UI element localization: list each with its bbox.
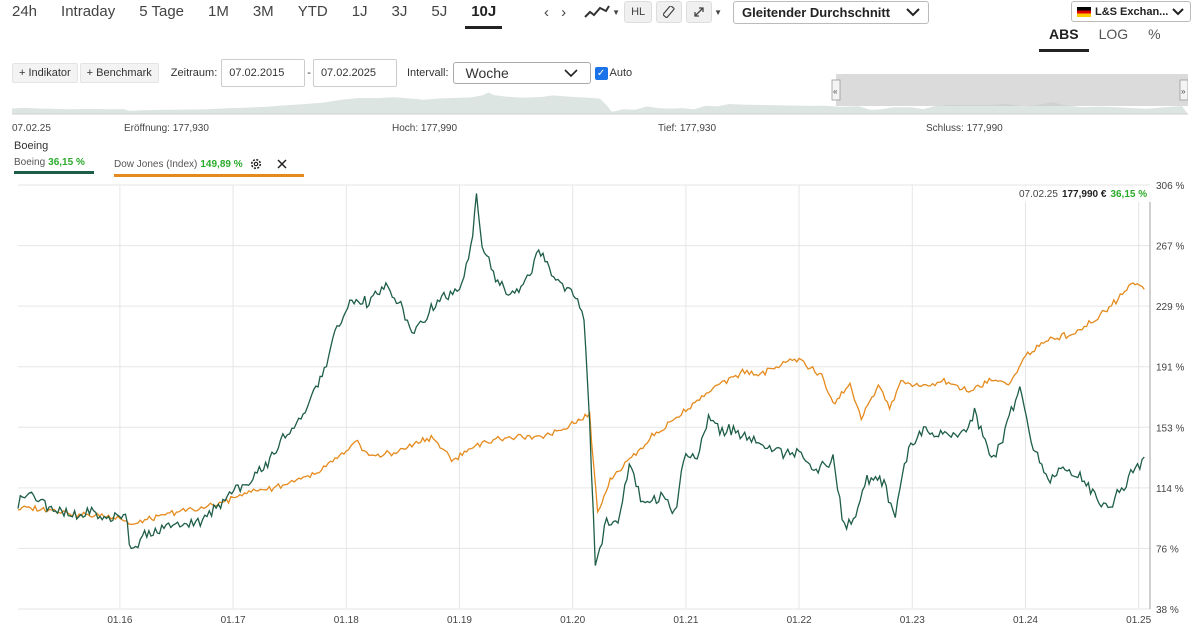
x-tick-label: 01.22 xyxy=(787,615,812,626)
germany-flag-icon xyxy=(1077,6,1091,17)
range-tab[interactable]: 5 Tage xyxy=(139,3,184,20)
navigator-window xyxy=(836,74,1188,106)
close-icon[interactable] xyxy=(276,158,288,170)
range-tab[interactable]: 10J xyxy=(459,1,508,29)
range-tab[interactable]: 3J xyxy=(391,3,408,20)
price-tag: 07.02.25 177,990 € 36,15 % xyxy=(1014,186,1154,202)
y-axis-labels: 38 % 76 % 114 % 153 % 191 % 229 % 267 % 306 % xyxy=(1156,181,1184,616)
range-tab[interactable]: 5J xyxy=(431,3,448,20)
interval-value: Woche xyxy=(465,65,509,81)
scale-tab[interactable]: % xyxy=(1148,26,1161,42)
x-tick-label: 01.23 xyxy=(900,615,925,626)
y-tick-label: 76 % xyxy=(1156,544,1179,555)
chevron-down-icon xyxy=(906,8,920,17)
y-grid xyxy=(18,184,1150,610)
ohlc-high: Hoch: 177,990 xyxy=(392,123,458,134)
price-tag-value: 177,990 € xyxy=(1061,188,1107,200)
ohlc-open: Eröffnung: 177,930 xyxy=(124,123,209,134)
line-type-icon[interactable] xyxy=(584,1,611,23)
series-line-dow-jones xyxy=(17,282,1145,525)
y-tick-label: 267 % xyxy=(1156,242,1184,253)
series-lines xyxy=(17,193,1145,566)
navigator-area xyxy=(12,92,1188,114)
auto-checkbox[interactable]: ✓ xyxy=(594,66,608,80)
exchange-select[interactable]: L&S Exchan... xyxy=(1071,1,1191,22)
moving-average-select[interactable]: Gleitender Durchschnitt xyxy=(733,1,929,24)
x-tick-label: 01.19 xyxy=(447,615,472,626)
add-indicator-button[interactable]: + Indikator xyxy=(12,63,78,83)
auto-label: Auto xyxy=(609,67,633,79)
y-tick-label: 191 % xyxy=(1156,363,1184,374)
y-tick-label: 114 % xyxy=(1156,484,1184,495)
controls-row: + Indikator + Benchmark Zeitraum: 07.02.… xyxy=(12,58,632,88)
x-tick-label: 01.25 xyxy=(1126,615,1151,626)
x-tick-label: 01.20 xyxy=(560,615,585,626)
interval-label: Intervall: xyxy=(406,67,449,79)
price-tag-date: 07.02.25 xyxy=(1019,188,1058,200)
interval-select[interactable]: Woche xyxy=(452,62,591,84)
add-benchmark-button[interactable]: + Benchmark xyxy=(79,63,159,83)
range-tab[interactable]: 1M xyxy=(208,3,229,20)
navigator-right-handle xyxy=(1179,79,1188,101)
legend-boeing-name: Boeing xyxy=(14,157,46,168)
chart-tools: ‹ › ▼ HL ▼ xyxy=(534,0,722,24)
navigator-left-handle xyxy=(831,79,841,101)
chevron-down-icon[interactable]: ▼ xyxy=(612,7,621,17)
gear-icon[interactable] xyxy=(249,157,263,171)
y-tick-label: 153 % xyxy=(1156,423,1184,434)
price-chart[interactable]: 01.16 01.17 01.18 01.19 01.20 01.21 01.22 01.23… xyxy=(0,178,1195,627)
x-tick-label: 01.17 xyxy=(221,615,246,626)
range-tab[interactable]: 24h xyxy=(12,3,38,20)
scale-tabs: ABS LOG% xyxy=(1039,22,1171,52)
legend-dow-pct: 149,89 % xyxy=(200,158,243,170)
price-tag-pct: 36,15 % xyxy=(1110,188,1148,200)
moving-average-label: Gleitender Durchschnitt xyxy=(742,5,891,20)
range-tab[interactable]: 3M xyxy=(252,3,274,20)
x-tick-label: 01.16 xyxy=(107,615,132,626)
range-tab[interactable]: Intraday xyxy=(61,3,116,20)
legend-dow[interactable]: Dow Jones (Index) 149,89 % xyxy=(114,157,304,177)
navigator-left-arrow: « xyxy=(833,87,838,96)
x-axis-labels: 01.16 01.17 01.18 01.19 01.20 01.21 01.22 01.23… xyxy=(107,615,1151,626)
ohlc-close: Schluss: 177,990 xyxy=(926,123,1003,134)
exchange-label: L&S Exchan... xyxy=(1095,5,1169,18)
expand-icon[interactable] xyxy=(686,1,713,23)
legend-dow-name: Dow Jones (Index) xyxy=(114,158,198,170)
range-tabs: 24h Intraday 5 Tage 1M 3M YTD 1J 3J 5J 10J xyxy=(0,0,508,29)
ohlc-bar: 07.02.25 Eröffnung: 177,930 Hoch: 177,99… xyxy=(12,123,1192,137)
x-tick-label: 01.24 xyxy=(1013,615,1038,626)
range-tab[interactable]: 1J xyxy=(351,3,368,20)
legend-title: Boeing xyxy=(14,140,49,152)
y-tick-label: 229 % xyxy=(1156,302,1184,313)
date-from-input[interactable]: 07.02.2015 xyxy=(221,59,306,87)
ohlc-low: Tief: 177,930 xyxy=(658,123,717,134)
x-grid xyxy=(119,185,1140,609)
scale-tab[interactable]: LOG xyxy=(1098,26,1129,42)
ruler-icon[interactable] xyxy=(656,1,683,23)
period-label: Zeitraum: xyxy=(170,67,218,79)
x-tick-label: 01.21 xyxy=(673,615,698,626)
navigator-right-arrow: » xyxy=(1181,87,1186,96)
y-tick-label: 306 % xyxy=(1156,181,1184,192)
x-tick-label: 01.18 xyxy=(334,615,359,626)
legend-boeing[interactable]: Boeing 36,15 % xyxy=(14,157,94,174)
range-navigator[interactable]: « » xyxy=(12,74,1188,116)
chevron-down-icon xyxy=(1172,7,1185,15)
hl-button[interactable]: HL xyxy=(624,1,653,23)
date-to-input[interactable]: 07.02.2025 xyxy=(312,59,397,87)
scale-tab[interactable]: ABS xyxy=(1039,22,1089,52)
range-tab[interactable]: YTD xyxy=(297,3,328,20)
range-nav-arrows[interactable]: ‹ › xyxy=(544,3,571,21)
series-line-boeing xyxy=(17,193,1145,566)
chevron-down-icon xyxy=(563,68,578,77)
ohlc-date: 07.02.25 xyxy=(12,123,51,134)
y-tick-label: 38 % xyxy=(1156,605,1179,616)
date-separator: - xyxy=(307,67,311,79)
chevron-down-icon[interactable]: ▼ xyxy=(714,7,723,17)
legend-boeing-pct: 36,15 % xyxy=(48,157,85,168)
